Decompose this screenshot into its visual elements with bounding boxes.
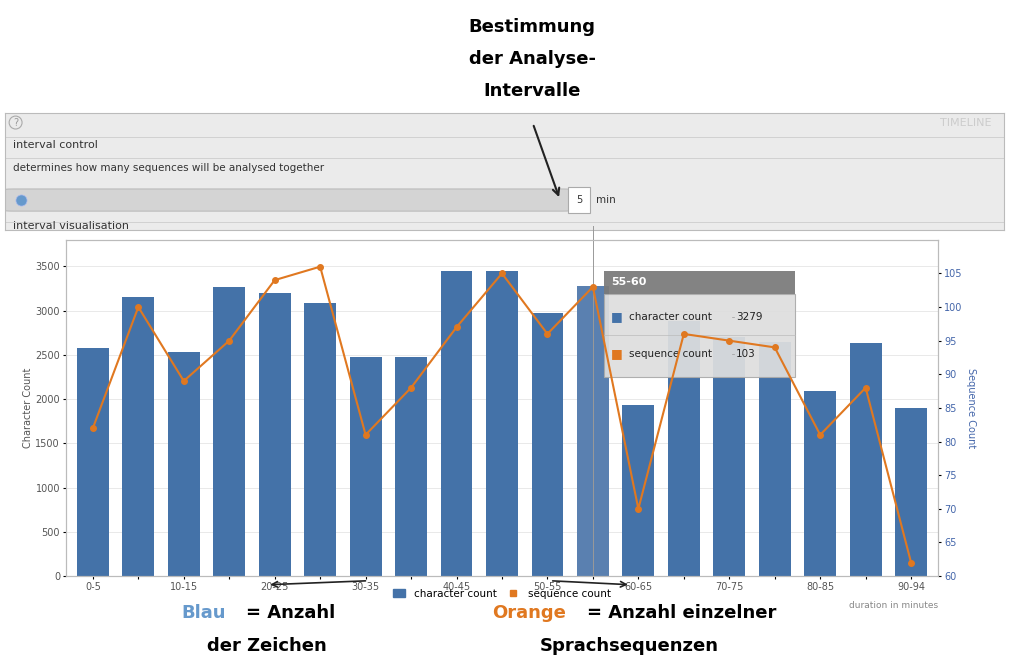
Bar [213,286,245,576]
Text: ?: ? [13,117,18,128]
Bar [713,337,746,576]
Bar [623,406,654,576]
Text: Blau: Blau [182,604,226,622]
Text: 3279: 3279 [737,312,763,322]
Bar [850,343,882,576]
Bar [77,348,109,576]
Text: determines how many sequences will be analysed together: determines how many sequences will be an… [13,163,324,173]
Text: sequence count: sequence count [630,349,712,359]
Text: Bestimmung
der Analyse-
Intervalle: Bestimmung der Analyse- Intervalle [469,18,595,100]
FancyBboxPatch shape [604,294,795,377]
Text: ■: ■ [611,347,623,360]
Bar [305,304,336,576]
Text: duration in minutes: duration in minutes [850,601,938,610]
Legend: character count, sequence count: character count, sequence count [388,585,615,603]
Bar [350,358,381,576]
Bar [759,342,791,576]
Text: 103: 103 [737,349,756,359]
Bar [804,391,836,576]
Y-axis label: Character Count: Character Count [22,368,32,448]
Bar [532,313,563,576]
Text: TIMELINE: TIMELINE [940,117,992,128]
FancyBboxPatch shape [3,189,572,211]
Bar [486,271,518,576]
Text: = Anzahl einzelner: = Anzahl einzelner [587,604,777,622]
FancyBboxPatch shape [604,271,795,294]
Text: der Zeichen: der Zeichen [207,637,327,655]
Text: Orange: Orange [492,604,566,622]
Bar [396,358,427,576]
Text: min: min [596,195,616,205]
Text: 5: 5 [576,195,582,205]
Bar [167,352,200,576]
Bar [577,286,608,576]
Text: Sprachsequenzen: Sprachsequenzen [540,637,718,655]
Bar [258,293,291,576]
Bar [895,408,927,576]
Bar [122,297,154,576]
Text: = Anzahl: = Anzahl [246,604,335,622]
Text: ■: ■ [611,310,623,324]
Text: character count: character count [630,312,712,322]
Y-axis label: Sequence Count: Sequence Count [967,368,977,448]
Text: interval control: interval control [13,140,98,150]
Bar [441,271,472,576]
Text: interval visualisation: interval visualisation [13,220,129,230]
FancyBboxPatch shape [568,186,590,213]
Bar [668,321,699,576]
Text: 55-60: 55-60 [611,277,647,287]
